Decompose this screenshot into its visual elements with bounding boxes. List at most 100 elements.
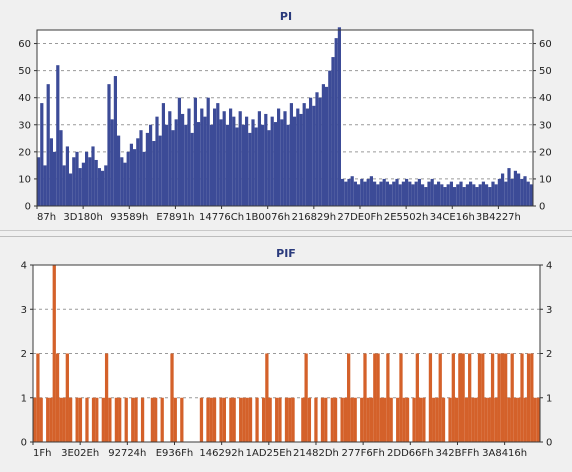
pif-y-tick-label-right: 0 — [546, 438, 552, 449]
pif-x-tick-label: 21482Dh — [293, 448, 339, 459]
pi-y-tick-label: 0 — [25, 202, 31, 213]
pif-bar — [65, 353, 69, 442]
pif-bar — [481, 353, 485, 442]
pi-bar — [213, 108, 217, 206]
pi-bar — [113, 76, 117, 207]
pif-chart: 0 0 1 1 2 2 3 3 4 4 1Fh 3E02Eh 92724h E936Fh 146292h 1A… — [21, 261, 553, 460]
pif-y-tick-label: 2 — [21, 349, 27, 360]
pif-bar — [154, 397, 158, 442]
pi-bar — [235, 127, 239, 206]
pi-bar — [187, 108, 191, 206]
pi-bar — [174, 119, 178, 206]
pi-bar — [197, 122, 201, 206]
pif-x-tick-label: 342BFFh — [436, 448, 480, 459]
pi-bar — [264, 113, 268, 206]
pif-bar — [268, 397, 272, 442]
pi-bar — [254, 127, 258, 206]
pif-bar — [68, 397, 73, 442]
pi-bar — [37, 157, 41, 206]
pi-y-tick-label-right: 40 — [539, 93, 552, 104]
pi-bar — [261, 124, 265, 206]
pi-bar — [299, 113, 303, 206]
pi-bar — [181, 113, 185, 206]
pi-bar — [216, 103, 220, 206]
pi-bar — [309, 97, 313, 206]
pif-bar — [376, 353, 380, 442]
pi-bar — [325, 86, 329, 206]
pi-y-tick-label-right: 0 — [539, 202, 545, 213]
pif-bar — [396, 397, 400, 442]
pi-bar — [56, 65, 60, 206]
pi-bar — [433, 184, 437, 206]
pi-bar — [382, 178, 386, 206]
pi-bar — [481, 181, 485, 206]
pi-x-tick-label: 2E5502h — [384, 212, 428, 223]
pif-bar — [255, 397, 259, 442]
pi-bar — [385, 181, 389, 206]
pif-y-tick-label: 3 — [21, 305, 27, 316]
pi-bar — [360, 178, 364, 206]
pi-bar — [485, 184, 489, 206]
pi-bar — [273, 122, 277, 206]
pi-bar — [289, 103, 293, 206]
pi-bar — [40, 103, 44, 206]
pi-bar — [209, 124, 213, 206]
pif-bar — [131, 397, 135, 442]
pif-bar — [536, 397, 540, 442]
pi-bar — [501, 173, 505, 206]
pi-bar — [331, 57, 335, 207]
pi-bar — [401, 181, 405, 206]
pif-bar — [530, 353, 534, 442]
pif-bar — [432, 397, 436, 442]
pi-bar — [318, 97, 322, 206]
pif-bar — [114, 397, 119, 442]
pi-bar — [75, 151, 79, 206]
pif-x-tick-label: 3E02Eh — [61, 448, 99, 459]
pif-bar — [353, 397, 357, 442]
pi-x-tick-label: 14776Ch — [199, 212, 244, 223]
pif-bar — [314, 397, 318, 442]
pif-bar — [461, 353, 465, 442]
pi-bar — [251, 119, 255, 206]
pi-bar — [302, 103, 306, 206]
pi-bar — [472, 184, 476, 206]
pi-bar — [142, 151, 146, 206]
pi-chart: 0 0 10 10 20 20 30 30 40 40 50 50 60 60 87h 3D180h 93589… — [18, 27, 552, 223]
pif-bar — [504, 353, 508, 442]
pi-bar — [206, 97, 210, 206]
pi-bar — [379, 181, 383, 206]
pi-bar — [341, 178, 345, 206]
pi-bar — [152, 141, 156, 206]
pi-bar — [520, 178, 524, 206]
pif-bar — [526, 353, 531, 442]
pi-bar — [427, 181, 431, 206]
pi-bar — [293, 116, 297, 206]
pif-bar — [464, 397, 469, 442]
pi-bar — [395, 178, 399, 206]
pif-bar — [104, 353, 109, 442]
pif-bar — [454, 397, 459, 442]
pif-bar — [95, 397, 99, 442]
pi-bar — [225, 124, 229, 206]
pif-x-tick-label: 1AD25Eh — [246, 448, 292, 459]
pif-bar — [301, 397, 305, 442]
pif-bar — [484, 397, 488, 442]
pi-bar — [334, 38, 338, 206]
pi-bar — [280, 119, 284, 206]
pi-bar — [62, 165, 66, 206]
pi-bar — [363, 181, 367, 206]
pif-bar — [219, 397, 223, 442]
pi-x-tick-label: 27DE0Fh — [337, 212, 382, 223]
pi-bar — [328, 70, 332, 206]
pif-bar — [428, 353, 433, 442]
pif-x-tick-label: E936Fh — [156, 448, 194, 459]
pif-x-tick-label: 3A8416h — [482, 448, 527, 459]
pi-bar — [190, 132, 194, 206]
pi-bar — [507, 168, 511, 206]
pif-bar — [222, 397, 226, 442]
pif-bar — [451, 353, 455, 442]
pif-bar — [343, 397, 348, 442]
pif-bar — [471, 397, 475, 442]
pi-bar — [161, 103, 165, 206]
pif-y-tick-label: 4 — [21, 261, 27, 272]
